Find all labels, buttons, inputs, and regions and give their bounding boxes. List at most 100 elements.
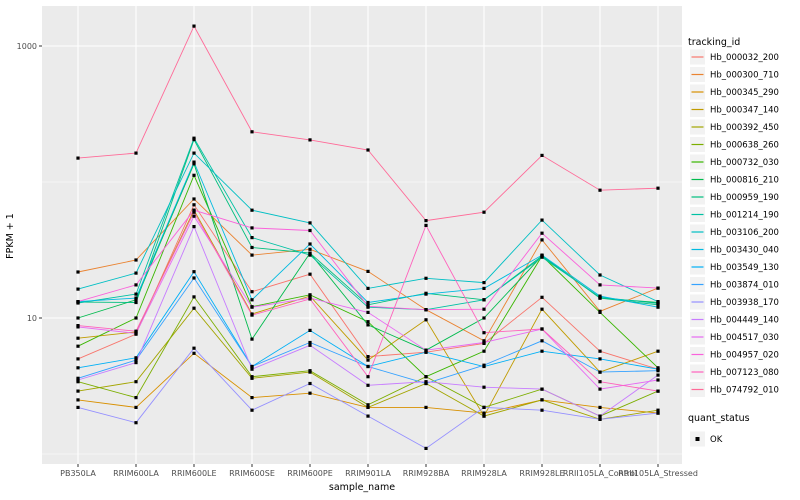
- legend-item-Hb_004449_140: Hb_004449_140: [690, 312, 779, 327]
- data-point: [308, 297, 312, 301]
- data-point: [250, 313, 254, 317]
- data-point: [424, 446, 428, 450]
- data-point: [308, 242, 312, 246]
- legend-item-Hb_003106_200: Hb_003106_200: [690, 224, 779, 240]
- data-point: [192, 270, 196, 274]
- data-point: [482, 316, 486, 320]
- data-point: [76, 366, 80, 370]
- data-point: [598, 387, 602, 391]
- data-point: [134, 258, 138, 262]
- data-point: [366, 269, 370, 273]
- data-point: [656, 389, 660, 393]
- data-point: [250, 236, 254, 240]
- series-layer: [76, 24, 660, 450]
- data-point: [598, 405, 602, 409]
- x-tick-label: RRIM901LA: [345, 469, 391, 478]
- legend-item-label: Hb_001214_190: [710, 211, 779, 221]
- data-point: [424, 380, 428, 384]
- legend-item-Hb_000959_190: Hb_000959_190: [690, 189, 779, 205]
- data-point: [134, 283, 138, 287]
- data-point: [366, 414, 370, 418]
- data-point: [482, 414, 486, 418]
- axis-layer: PB350LA RRIM600LA RRIM600LE RRIM600SE RRIM60…: [17, 42, 698, 478]
- data-point: [134, 361, 138, 365]
- data-point: [192, 197, 196, 201]
- data-point: [192, 346, 196, 350]
- data-point: [192, 276, 196, 280]
- data-point: [134, 329, 138, 333]
- data-point: [598, 273, 602, 277]
- data-point: [482, 339, 486, 343]
- legend-title-quant-status: quant_status: [688, 413, 750, 424]
- data-point: [308, 381, 312, 386]
- y-tick-label: 1000: [17, 42, 37, 51]
- data-point: [134, 405, 138, 409]
- data-point: [76, 357, 80, 361]
- legend-item-Hb_000347_140: Hb_000347_140: [690, 102, 779, 117]
- data-point: [424, 381, 428, 386]
- data-point: [482, 331, 486, 335]
- data-point: [424, 405, 428, 409]
- legend-item-Hb_000638_260: Hb_000638_260: [690, 137, 779, 152]
- data-point: [308, 369, 312, 373]
- data-point: [76, 398, 80, 402]
- legend-item-label: Hb_003430_040: [710, 246, 779, 256]
- data-point: [134, 151, 138, 155]
- x-tick-label: RRIM600LE: [171, 469, 216, 478]
- data-point: [250, 364, 254, 369]
- data-point: [540, 408, 544, 412]
- data-point: [598, 414, 602, 418]
- legend-item-label: Hb_000959_190: [710, 193, 779, 203]
- data-point: [656, 378, 660, 382]
- data-point: [424, 292, 428, 296]
- data-point: [134, 331, 138, 335]
- plot-panel: [42, 6, 682, 464]
- data-point: [192, 160, 196, 164]
- data-point: [482, 411, 486, 415]
- legend-item-label: Hb_004517_030: [710, 333, 779, 343]
- data-point: [192, 136, 196, 140]
- x-tick-label: RRIM928LE: [519, 469, 564, 478]
- data-point: [250, 375, 254, 379]
- data-point: [308, 293, 312, 297]
- data-point: [482, 340, 486, 345]
- legend-item-Hb_003430_040: Hb_003430_040: [690, 242, 779, 257]
- legend-item-label: Hb_003938_170: [710, 298, 779, 308]
- data-point: [366, 403, 370, 407]
- legend-item-Hb_004517_030: Hb_004517_030: [690, 329, 779, 345]
- data-point: [366, 364, 370, 369]
- data-point: [134, 298, 138, 302]
- legend-item-Hb_000345_290: Hb_000345_290: [690, 84, 779, 100]
- data-point: [134, 271, 138, 275]
- data-point: [250, 245, 254, 250]
- data-point: [598, 310, 602, 314]
- data-point: [76, 156, 80, 160]
- legend-item-Hb_001214_190: Hb_001214_190: [690, 207, 779, 222]
- data-point: [656, 286, 660, 290]
- data-point: [424, 350, 428, 354]
- data-point: [656, 300, 660, 304]
- legend-item-label: OK: [710, 435, 723, 445]
- y-tick-label: 10: [27, 314, 37, 323]
- data-point: [76, 287, 80, 291]
- data-point: [540, 307, 544, 311]
- legend-item-quant-OK: OK: [690, 431, 723, 447]
- data-point: [192, 151, 196, 155]
- legend-item-label: Hb_003106_200: [710, 228, 779, 238]
- data-point: [308, 340, 312, 345]
- x-tick-label: RRIM600PE: [287, 469, 333, 478]
- legend-item-label: Hb_000816_210: [710, 176, 779, 186]
- data-point: [656, 408, 660, 412]
- x-tick-label: RRIM928LA: [461, 469, 507, 478]
- data-point: [76, 270, 80, 274]
- data-point: [540, 253, 544, 257]
- data-point: [598, 370, 602, 374]
- data-point: [134, 316, 138, 320]
- data-point: [424, 276, 428, 280]
- data-point: [366, 405, 370, 409]
- legend-title-tracking-id: tracking_id: [688, 37, 740, 48]
- data-point: [192, 24, 196, 28]
- data-point: [76, 336, 80, 340]
